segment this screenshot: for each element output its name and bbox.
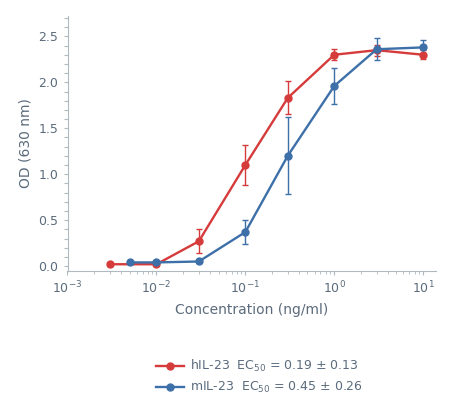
X-axis label: Concentration (ng/ml): Concentration (ng/ml): [176, 303, 328, 317]
Y-axis label: OD (630 nm): OD (630 nm): [19, 99, 33, 188]
Legend: hIL-23  EC$_{50}$ = 0.19 ± 0.13, mIL-23  EC$_{50}$ = 0.45 ± 0.26: hIL-23 EC$_{50}$ = 0.19 ± 0.13, mIL-23 E…: [151, 353, 368, 400]
